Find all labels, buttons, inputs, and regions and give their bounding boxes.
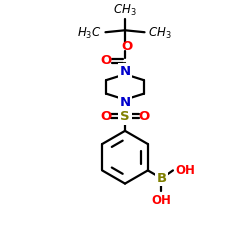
- Text: S: S: [120, 110, 130, 123]
- Text: $H_3C$: $H_3C$: [77, 26, 102, 41]
- Text: N: N: [120, 96, 130, 109]
- Text: B: B: [156, 172, 166, 185]
- Text: $CH_3$: $CH_3$: [113, 2, 137, 18]
- Text: N: N: [120, 65, 130, 78]
- Text: O: O: [101, 54, 112, 67]
- Text: OH: OH: [176, 164, 196, 177]
- Text: O: O: [138, 110, 149, 123]
- Text: OH: OH: [152, 194, 171, 207]
- Text: $CH_3$: $CH_3$: [148, 26, 172, 41]
- Text: O: O: [121, 40, 132, 54]
- Text: O: O: [101, 110, 112, 123]
